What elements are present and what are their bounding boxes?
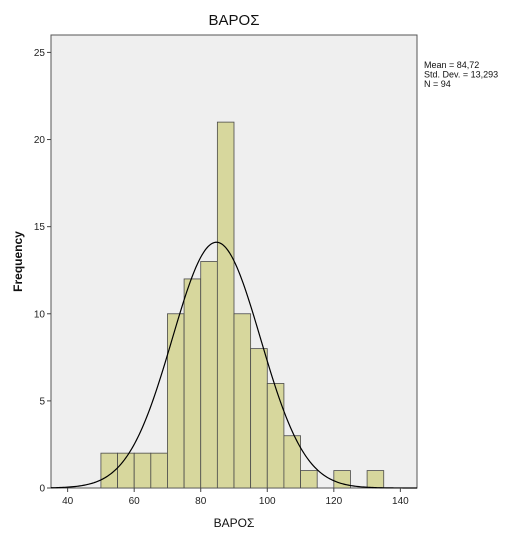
histogram-bar	[167, 313, 185, 489]
normal-curve	[50, 241, 417, 489]
y-tick-label: 10	[34, 309, 46, 320]
x-tick-label: 120	[325, 496, 342, 507]
histogram-bar	[266, 383, 285, 489]
bars-group	[100, 121, 385, 489]
x-tick-label: 140	[392, 496, 409, 507]
histogram-bar	[333, 470, 351, 489]
histogram-bar	[200, 261, 218, 489]
histogram-bar	[250, 348, 268, 489]
x-axis: 40 60 80 100 120 140	[62, 488, 409, 507]
x-tick-label: 60	[129, 496, 141, 507]
histogram-bar	[133, 452, 152, 489]
stats-box: Mean = 84,72 Std. Dev. = 13,293 N = 94	[424, 60, 498, 89]
stats-std-dev: Std. Dev. = 13,293	[424, 70, 498, 80]
y-axis-label: Frequency	[11, 231, 25, 292]
histogram-bar	[150, 452, 168, 489]
x-tick-label: 80	[195, 496, 207, 507]
x-tick-label: 100	[259, 496, 276, 507]
y-tick-label: 20	[34, 135, 46, 146]
y-tick-label: 0	[39, 484, 45, 495]
y-tick-label: 25	[34, 48, 46, 59]
y-axis: 0 5 10 15 20 25	[34, 48, 51, 495]
histogram-bar	[183, 278, 202, 489]
histogram-bar	[216, 121, 235, 489]
histogram-bar	[366, 470, 385, 489]
chart-title: ΒΑΡΟΣ	[209, 12, 260, 29]
y-tick-label: 15	[34, 222, 46, 233]
stats-mean: Mean = 84,72	[424, 60, 479, 70]
histogram-bar	[283, 435, 301, 489]
stats-n: N = 94	[424, 79, 451, 89]
histogram-bar	[300, 470, 318, 489]
y-tick-label: 5	[39, 396, 45, 407]
x-axis-label: ΒΑΡΟΣ	[214, 516, 255, 530]
x-tick-label: 40	[62, 496, 74, 507]
histogram-bar	[233, 313, 252, 489]
